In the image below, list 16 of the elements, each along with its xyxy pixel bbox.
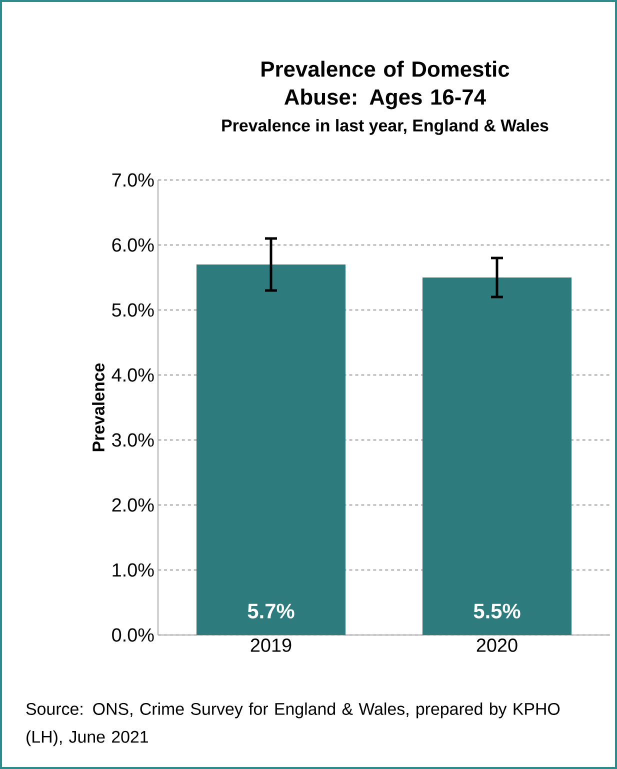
y-axis-title: Prevalence	[92, 363, 104, 452]
y-tick-label: 2.0%	[112, 498, 154, 512]
y-tick-label: 7.0%	[112, 173, 154, 187]
x-tick-label: 2019	[250, 638, 292, 652]
source-note: Source: ONS, Crime Survey for England & Wales, prepared by KPHO (LH), June 2021	[26, 702, 560, 746]
chart-subtitle: Prevalence in last year, England & Wales	[222, 119, 548, 135]
y-tick-label: 5.0%	[112, 303, 154, 317]
y-tick-label: 6.0%	[112, 238, 154, 252]
y-tick-label: 0.0%	[112, 628, 154, 642]
x-tick-label: 2020	[476, 638, 518, 652]
data-label: 5.7%	[248, 604, 294, 618]
y-tick-label: 3.0%	[112, 433, 154, 447]
data-label: 5.5%	[474, 604, 520, 618]
chart-title: Prevalence of Domestic Abuse: Ages 16-74	[262, 60, 510, 110]
y-tick-label: 1.0%	[112, 563, 154, 577]
y-tick-label: 4.0%	[112, 368, 154, 382]
